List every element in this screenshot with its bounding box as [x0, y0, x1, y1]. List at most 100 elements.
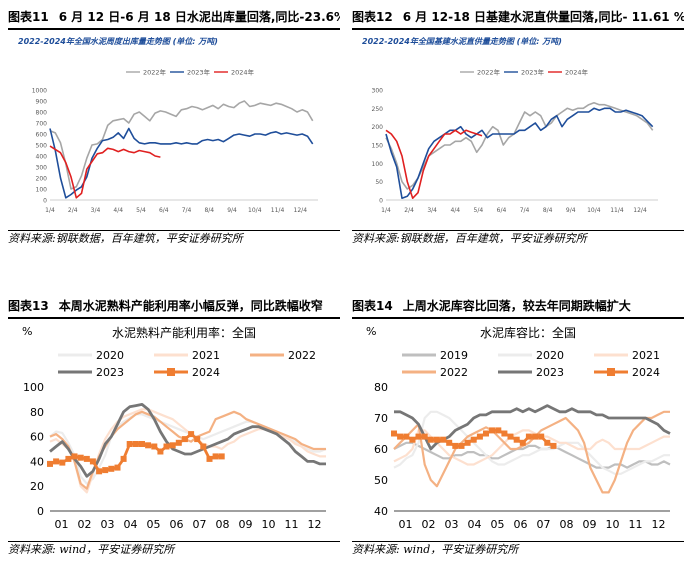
x-tick-label: 1/4 — [45, 207, 55, 214]
data-point — [409, 436, 416, 443]
data-point — [47, 460, 53, 467]
x-tick-label: 6/4 — [497, 207, 507, 214]
data-point — [206, 455, 213, 462]
legend-label: 2024 — [632, 366, 660, 379]
figure-title: 6 月 12-18 日基建水泥直供量回落,同比- 11.61 % — [402, 10, 684, 24]
y-tick-label: 50 — [375, 179, 383, 186]
y-tick-label: 100 — [36, 187, 48, 194]
data-point — [415, 433, 422, 440]
data-point — [483, 430, 489, 437]
x-tick-label: 11 — [285, 518, 299, 531]
data-point — [403, 433, 410, 440]
y-tick-label: 50 — [374, 474, 388, 487]
x-tick-label: 01 — [399, 518, 413, 531]
legend-label: 2022 — [288, 349, 316, 362]
legend-label: 2022年 — [143, 68, 167, 77]
y-tick-label: 150 — [372, 143, 384, 150]
x-tick-label: 11/4 — [271, 207, 285, 214]
data-point — [181, 436, 188, 443]
data-point — [169, 442, 176, 449]
legend-label: 2022年 — [477, 68, 501, 77]
panel-fig13: 图表13 本周水泥熟料产能利用率小幅反弹，同比跌幅收窄 水泥熟料产能利用率：全国%… — [8, 295, 340, 559]
x-tick-label: 7/4 — [520, 207, 530, 214]
x-tick-label: 05 — [147, 518, 161, 531]
x-tick-label: 12/4 — [294, 207, 308, 214]
legend-label: 2023 — [536, 366, 564, 379]
panel-title: 图表13 本周水泥熟料产能利用率小幅反弹，同比跌幅收窄 — [8, 295, 340, 319]
chart-title: 2022-2024年全国水泥周度出库量走势图 (单位: 万吨) — [18, 36, 218, 46]
data-point — [218, 453, 225, 460]
series-line-2022年 — [49, 100, 314, 190]
figure-label: 图表11 — [8, 10, 49, 24]
x-tick-label: 02 — [78, 518, 92, 531]
series-line-2019 — [393, 441, 671, 469]
x-tick-label: 12/4 — [633, 207, 647, 214]
source-note: 资料来源: wind，平安证券研究所 — [352, 541, 684, 558]
data-point — [89, 458, 96, 465]
data-point — [194, 436, 201, 443]
x-tick-label: 1/4 — [381, 207, 391, 214]
legend-label: 2024 — [192, 366, 220, 379]
data-point — [433, 436, 440, 443]
series-line-2022 — [393, 410, 670, 494]
data-point — [446, 439, 453, 446]
data-point — [163, 443, 170, 450]
data-point — [507, 433, 514, 440]
x-tick-label: 02 — [422, 518, 436, 531]
source-note: 资料来源:钢联数据，百年建筑，平安证券研究所 — [8, 230, 340, 247]
data-point — [114, 464, 121, 471]
x-tick-label: 2/4 — [68, 207, 78, 214]
y-tick-label: 700 — [36, 121, 48, 128]
data-point — [391, 430, 397, 437]
y-axis-unit: % — [366, 325, 376, 338]
y-tick-label: 600 — [36, 132, 48, 139]
data-point — [513, 436, 520, 443]
series-line-2023年 — [49, 127, 314, 199]
y-tick-label: 0 — [43, 198, 47, 205]
data-point — [200, 443, 207, 450]
data-point — [544, 439, 551, 446]
x-tick-label: 9/4 — [227, 207, 237, 214]
legend-label: 2022 — [440, 366, 468, 379]
series-line-2020 — [393, 410, 670, 475]
panel-fig12: 图表12 6 月 12-18 日基建水泥直供量回落,同比- 11.61 % 202… — [352, 6, 684, 246]
series-line-2022年 — [385, 102, 654, 190]
x-tick-label: 5/4 — [136, 207, 146, 214]
x-tick-label: 10 — [262, 518, 276, 531]
source-note: 资料来源: wind，平安证券研究所 — [8, 541, 340, 558]
x-tick-label: 11 — [629, 518, 643, 531]
data-point — [96, 468, 103, 475]
y-tick-label: 100 — [372, 161, 384, 168]
series-line-2024年 — [385, 129, 483, 199]
chart-title: 2022-2024年全国基建水泥直供量走势图 (单位: 万吨) — [362, 36, 562, 46]
figure-label: 图表14 — [352, 299, 393, 313]
panel-fig11: 图表11 6 月 12 日-6 月 18 日水泥出库量回落,同比-23.6% 20… — [8, 6, 340, 246]
x-tick-label: 6/4 — [159, 207, 169, 214]
data-point — [397, 433, 404, 440]
x-tick-label: 07 — [537, 518, 551, 531]
data-point — [525, 433, 532, 440]
y-tick-label: 60 — [30, 431, 44, 444]
data-point — [501, 430, 508, 437]
data-point — [65, 455, 72, 462]
x-tick-label: 4/4 — [113, 207, 123, 214]
data-point — [145, 442, 152, 449]
y-tick-label: 500 — [36, 143, 48, 150]
data-point — [538, 433, 545, 440]
data-point — [139, 441, 145, 447]
series-line-2024年 — [49, 145, 161, 199]
panel-fig14: 图表14 上周水泥库容比回落，较去年同期跌幅扩大 水泥库容比：全国% 40 50 60 7… — [352, 295, 684, 559]
y-tick-label: 300 — [36, 165, 48, 172]
data-point — [452, 442, 459, 449]
panel-title: 图表14 上周水泥库容比回落，较去年同期跌幅扩大 — [352, 295, 684, 319]
x-tick-label: 09 — [239, 518, 253, 531]
y-tick-label: 200 — [36, 176, 48, 183]
x-tick-label: 04 — [468, 518, 482, 531]
legend-label: 2020 — [536, 349, 564, 362]
data-point — [550, 442, 557, 449]
data-point — [421, 433, 428, 440]
data-point — [188, 431, 195, 438]
data-point — [440, 436, 447, 443]
data-point — [495, 427, 502, 434]
chart-title: 水泥熟料产能利用率：全国 — [112, 325, 256, 340]
